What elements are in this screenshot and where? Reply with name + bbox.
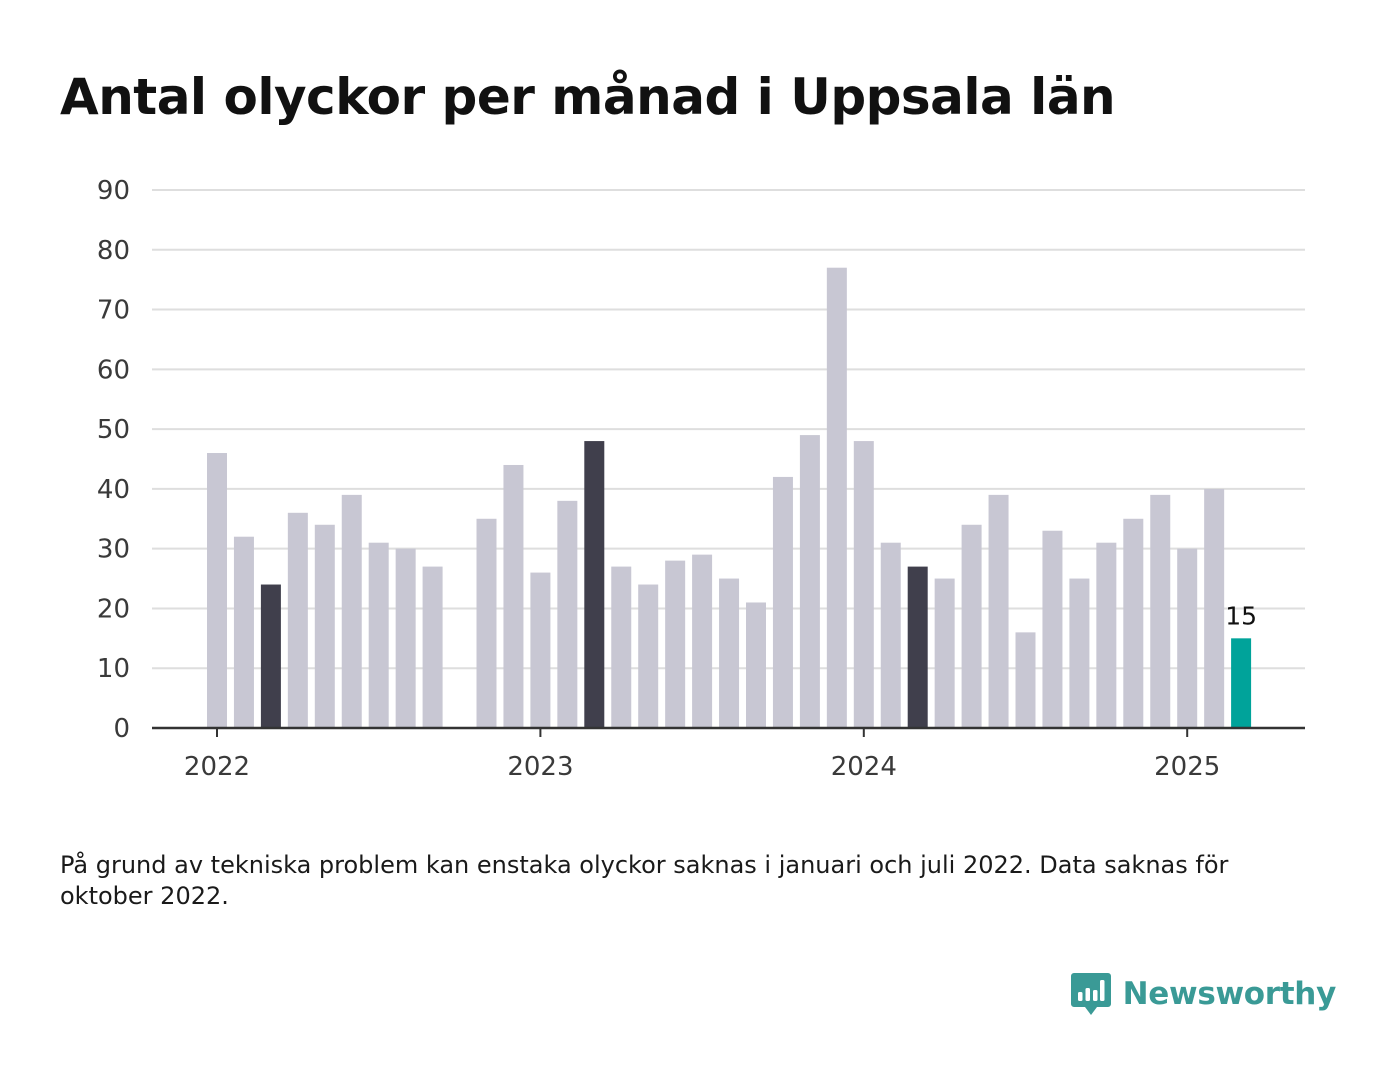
bar-2022-01 <box>207 453 227 728</box>
bar-2022-06 <box>341 494 362 728</box>
brand-name: Newsworthy <box>1122 976 1337 1012</box>
bar-2022-04 <box>287 512 308 728</box>
bar-2022-09 <box>422 566 443 728</box>
bar-2024-05 <box>961 524 982 728</box>
bar-chart: 0 10 20 30 40 50 60 70 80 90 2022 2023 2024 2025 15 <box>97 176 1305 782</box>
x-axis <box>152 726 1305 737</box>
y-tick-label-40: 40 <box>97 475 130 505</box>
bar-2023-09 <box>746 602 766 728</box>
latest-value-label: 15 <box>1225 601 1257 630</box>
bar-2024-06 <box>988 494 1009 728</box>
bar-2023-10 <box>772 476 793 728</box>
x-tick-label-2022: 2022 <box>184 752 250 782</box>
y-tick-label-60: 60 <box>97 355 130 385</box>
bar-2023-05 <box>638 584 659 728</box>
chart-title: Antal olyckor per månad i Uppsala län <box>60 68 1116 126</box>
bar-chart-speech-bubble-logo-icon <box>1070 973 1111 1015</box>
bar-2024-02 <box>880 542 901 728</box>
bar-2024-07 <box>1015 632 1036 728</box>
bar-2023-01 <box>530 572 551 728</box>
annotations: 15 <box>1225 601 1257 630</box>
bar-2025-02 <box>1204 488 1225 728</box>
x-axis-tick-labels: 2022 2023 2024 2025 <box>184 752 1220 782</box>
y-tick-label-20: 20 <box>97 594 130 624</box>
bar-2023-11 <box>799 435 820 728</box>
bar-2024-03 <box>907 566 928 728</box>
bar-2024-01 <box>853 441 874 728</box>
bar-2024-10 <box>1096 542 1117 728</box>
bar-2022-11 <box>476 518 497 728</box>
y-tick-label-80: 80 <box>97 236 130 266</box>
y-tick-label-30: 30 <box>97 535 130 565</box>
bar-2023-03 <box>584 441 605 728</box>
bar-2024-08 <box>1042 530 1063 728</box>
footnote: På grund av tekniska problem kan enstaka… <box>60 851 1229 910</box>
bar-2022-08 <box>395 548 416 728</box>
y-tick-label-70: 70 <box>97 296 130 326</box>
bar-2023-12 <box>826 267 847 728</box>
bar-2022-02 <box>233 536 254 728</box>
bar-2023-07 <box>692 554 713 728</box>
bar-2025-03 <box>1231 638 1252 728</box>
bar-2023-08 <box>719 578 740 728</box>
y-axis-tick-labels: 0 10 20 30 40 50 60 70 80 90 <box>97 176 130 744</box>
x-tick-label-2024: 2024 <box>831 752 897 782</box>
bar-2025-01 <box>1177 548 1198 728</box>
bars <box>207 267 1252 728</box>
bar-2023-06 <box>665 560 686 728</box>
bar-2022-12 <box>503 464 524 728</box>
bar-2022-05 <box>314 524 335 728</box>
y-tick-label-10: 10 <box>97 654 130 684</box>
bar-2024-09 <box>1069 578 1090 728</box>
bar-2022-07 <box>368 542 389 728</box>
bar-2024-12 <box>1150 494 1171 728</box>
bar-2024-04 <box>934 578 955 728</box>
y-tick-label-90: 90 <box>97 176 130 206</box>
newsworthy-logo[interactable]: Newsworthy <box>1069 970 1336 1018</box>
y-tick-label-0: 0 <box>113 714 130 744</box>
bar-2022-03 <box>260 584 281 728</box>
bar-2023-02 <box>557 500 578 728</box>
bar-2023-04 <box>611 566 632 728</box>
y-tick-label-50: 50 <box>97 415 130 445</box>
x-tick-label-2025: 2025 <box>1154 752 1220 782</box>
x-tick-label-2023: 2023 <box>507 752 573 782</box>
bar-2024-11 <box>1123 518 1144 728</box>
